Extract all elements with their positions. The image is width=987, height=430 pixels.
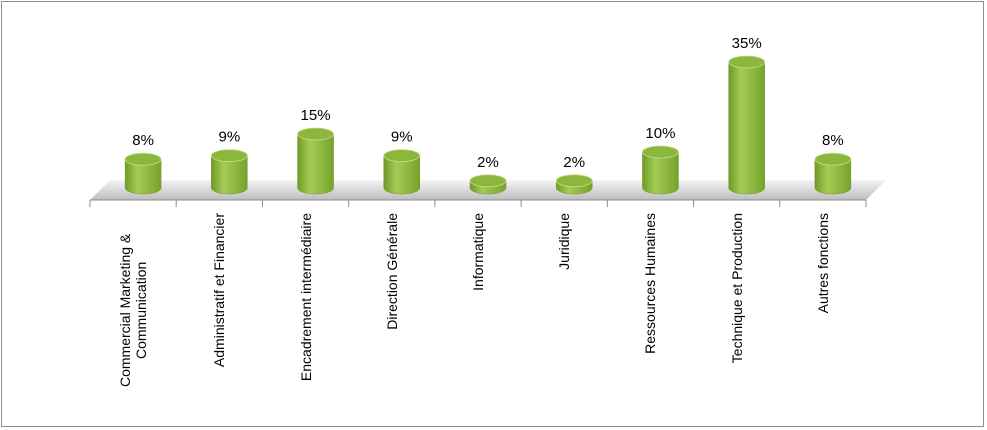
value-label: 9%: [218, 129, 240, 146]
bar: [642, 151, 679, 195]
value-label: 8%: [822, 132, 844, 149]
x-tick-label: Juridique: [556, 213, 573, 270]
bar-top: [124, 152, 162, 166]
bar: [124, 158, 162, 195]
x-tick-label: Informatique: [470, 213, 486, 291]
bar-top: [814, 152, 852, 166]
bar: [383, 155, 421, 195]
x-tick-label: Encadrement intermédiaire: [297, 213, 314, 382]
bar: [814, 158, 852, 195]
value-label: 2%: [563, 154, 585, 171]
bar: [211, 155, 248, 195]
value-label: 9%: [391, 129, 413, 146]
x-tick-label: Direction Générale: [383, 213, 400, 330]
x-tick-label: Administratif et Financier: [211, 213, 228, 368]
x-tick-label: Technique et Production: [728, 213, 745, 364]
value-label: 2%: [477, 154, 499, 171]
bar-top: [297, 127, 334, 141]
bar: [297, 133, 334, 195]
bar-top: [383, 149, 421, 163]
bar-top: [210, 149, 248, 163]
value-label: 10%: [645, 125, 675, 142]
x-tick-label: Autres fonctions: [814, 213, 831, 314]
x-tick-label: Commercial Marketing & Communication: [117, 233, 150, 388]
bar: [728, 61, 765, 195]
value-label: 35%: [732, 35, 762, 52]
value-label: 15%: [301, 107, 331, 124]
x-tick-label: Ressources Humaines: [642, 213, 659, 354]
bar-top: [642, 145, 679, 159]
bar-top: [728, 55, 766, 69]
bar-top: [555, 174, 593, 188]
bar-top: [469, 174, 507, 188]
value-label: 8%: [132, 132, 154, 149]
